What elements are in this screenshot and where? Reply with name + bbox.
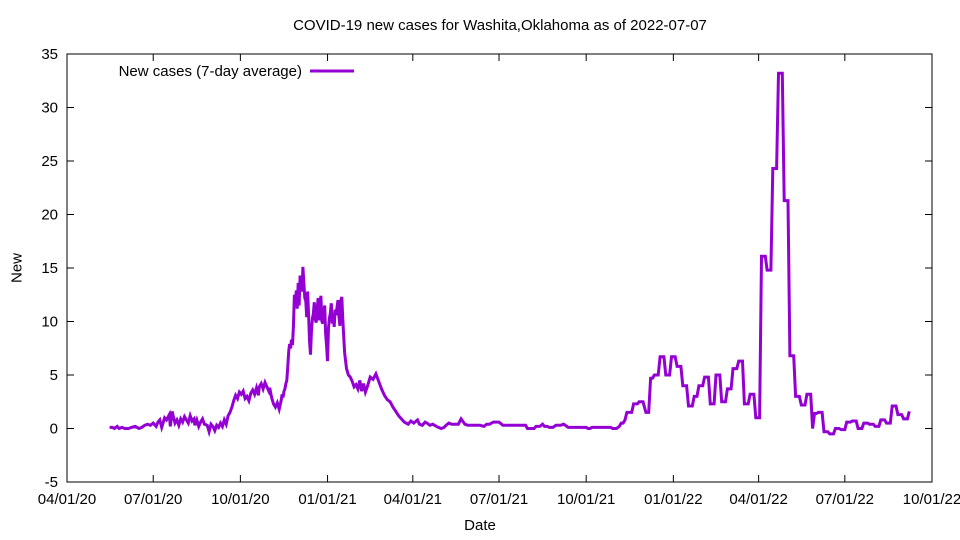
y-tick-label: 0 — [50, 421, 58, 438]
x-tick-label: 10/01/20 — [211, 491, 269, 508]
x-axis-label: Date — [464, 517, 496, 534]
legend: New cases (7-day average) — [119, 63, 354, 80]
y-tick-label: 5 — [50, 367, 58, 384]
x-tick-label: 10/01/21 — [557, 491, 615, 508]
axis-ticks: -5 0 5 10 15 20 25 30 35 04/01/20 07/01/20 10/01/20… — [38, 46, 960, 508]
x-tick-label: 07/01/20 — [124, 491, 182, 508]
y-axis-label: New — [8, 252, 26, 284]
y-tick-label: 35 — [41, 46, 58, 63]
x-tick-label: 07/01/21 — [470, 491, 528, 508]
x-tick-label: 04/01/22 — [729, 491, 787, 508]
legend-label: New cases (7-day average) — [119, 63, 302, 80]
x-tick-label: 04/01/21 — [384, 491, 442, 508]
x-tick-label: 01/01/21 — [298, 491, 356, 508]
x-tick-label: 07/01/22 — [816, 491, 874, 508]
y-tick-label: 30 — [41, 100, 58, 117]
y-tick-label: 25 — [41, 153, 58, 170]
y-tick-label: -5 — [45, 474, 58, 491]
series-line-new-cases — [109, 71, 911, 438]
x-tick-label: 04/01/20 — [38, 491, 96, 508]
plot-frame — [66, 53, 933, 483]
chart-title: COVID-19 new cases for Washita,Oklahoma … — [293, 17, 707, 34]
x-tick-label: 10/01/22 — [903, 491, 960, 508]
y-tick-label: 15 — [41, 260, 58, 277]
y-tick-label: 10 — [41, 314, 58, 331]
y-tick-label: 20 — [41, 207, 58, 224]
x-tick-label: 01/01/22 — [644, 491, 702, 508]
